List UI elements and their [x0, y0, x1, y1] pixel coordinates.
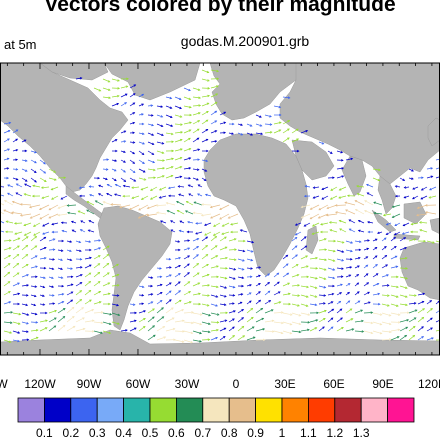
colorbar	[18, 398, 414, 422]
colorbar-label: 0.9	[247, 426, 264, 440]
colorbar-box	[71, 398, 97, 422]
colorbar-box	[388, 398, 414, 422]
current-vector	[336, 205, 347, 206]
colorbar-label: 1.2	[326, 426, 343, 440]
colorbar-box	[150, 398, 176, 422]
colorbar-box	[97, 398, 123, 422]
colorbar-label: 0.6	[168, 426, 185, 440]
lon-label: 120W	[24, 377, 56, 391]
colorbar-box	[44, 398, 70, 422]
colorbar-label: 1.1	[300, 426, 317, 440]
colorbar-label: 0.7	[194, 426, 211, 440]
colorbar-box	[18, 398, 44, 422]
colorbar-box	[256, 398, 282, 422]
colorbar-label: 0.8	[221, 426, 238, 440]
colorbar-label: 1.3	[353, 426, 370, 440]
lon-labels: W 120W 90W 60W 30W 0 30E 60E 90E 120E	[0, 377, 440, 391]
colorbar-label: 0.3	[89, 426, 106, 440]
lon-label: 60W	[126, 377, 151, 391]
lon-label: 0	[233, 377, 240, 391]
colorbar-label: 0.1	[36, 426, 53, 440]
lon-label: 30E	[274, 377, 295, 391]
colorbar-box	[176, 398, 202, 422]
colorbar-label: 0.2	[62, 426, 79, 440]
current-vector	[265, 331, 274, 332]
current-vector	[175, 331, 184, 332]
colorbar-label: 1	[279, 426, 286, 440]
lon-label: 120E	[418, 377, 440, 391]
lon-label: 60E	[323, 377, 344, 391]
colorbar-box	[308, 398, 334, 422]
colorbar-box	[229, 398, 255, 422]
lon-label: W	[0, 377, 8, 391]
lon-label: 90E	[372, 377, 393, 391]
lon-label: 30W	[175, 377, 200, 391]
colorbar-label: 0.4	[115, 426, 132, 440]
colorbar-labels: 0.1 0.2 0.3 0.4 0.5 0.6 0.7 0.8 0.9 1 1.1 1.2 1.3	[36, 426, 370, 440]
colorbar-box	[203, 398, 229, 422]
lon-label: 90W	[77, 377, 102, 391]
colorbar-box	[282, 398, 308, 422]
colorbar-box	[124, 398, 150, 422]
colorbar-label: 0.5	[142, 426, 159, 440]
colorbar-box	[335, 398, 361, 422]
colorbar-box	[361, 398, 387, 422]
